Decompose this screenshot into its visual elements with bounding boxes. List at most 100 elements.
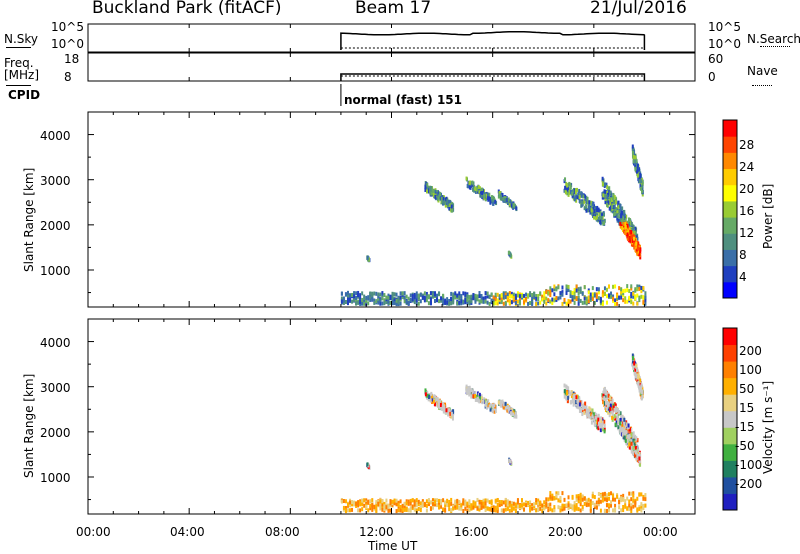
velocity-cell xyxy=(512,412,515,417)
power-cell xyxy=(340,296,343,301)
power-cell xyxy=(616,210,619,215)
velocity-cell xyxy=(474,504,477,509)
velocity-cell xyxy=(445,408,448,413)
velocity-cell xyxy=(604,405,607,410)
velocity-colorbar-label: Velocity [m s⁻¹] xyxy=(761,380,775,474)
velocity-cell xyxy=(429,398,432,403)
power-cell xyxy=(391,301,394,306)
velocity-cell xyxy=(472,503,475,508)
velocity-cb-tick: -200 xyxy=(735,477,763,491)
velocity-cell xyxy=(632,434,635,439)
power-cell xyxy=(620,219,623,224)
velocity-colorbar-segment xyxy=(723,394,737,412)
velocity-cell xyxy=(434,395,437,400)
velocity-cell xyxy=(359,508,362,513)
velocity-cell xyxy=(624,432,627,437)
power-cell xyxy=(535,294,538,299)
velocity-cell xyxy=(413,507,416,512)
velocity-cell xyxy=(611,410,614,415)
velocity-cell xyxy=(468,508,471,513)
power-cell xyxy=(591,292,594,297)
power-cb-tick: 24 xyxy=(739,160,755,174)
power-cell xyxy=(531,296,534,301)
velocity-cell xyxy=(630,439,633,444)
velocity-cell xyxy=(506,405,509,410)
power-cell xyxy=(583,198,586,203)
velocity-cell xyxy=(628,445,631,450)
velocity-cell xyxy=(351,500,354,505)
power-cell xyxy=(369,291,372,296)
power-cell xyxy=(423,295,426,300)
power-cell xyxy=(545,301,548,306)
velocity-cell xyxy=(365,504,368,509)
power-cell xyxy=(614,298,617,303)
power-cell xyxy=(616,214,619,219)
velocity-cell xyxy=(504,500,507,505)
velocity-cell xyxy=(603,491,606,496)
power-cell xyxy=(504,198,507,203)
velocity-cell xyxy=(593,504,596,509)
power-cell xyxy=(441,199,444,204)
power-cell xyxy=(579,286,582,291)
velocity-cell xyxy=(632,431,635,436)
power-cell xyxy=(605,190,608,195)
velocity-cell xyxy=(419,504,422,509)
velocity-cell xyxy=(621,418,624,423)
velocity-cell xyxy=(578,395,581,400)
power-cell xyxy=(527,301,530,306)
velocity-cell xyxy=(490,501,493,506)
velocity-cell xyxy=(451,416,454,421)
power-cell xyxy=(413,297,416,302)
velocity-cell xyxy=(460,506,463,511)
power-cell xyxy=(587,299,590,304)
velocity-cell xyxy=(601,495,604,500)
velocity-cell xyxy=(405,501,408,506)
power-cell xyxy=(644,301,647,306)
power-cell xyxy=(366,255,369,260)
power-cell xyxy=(448,206,451,211)
power-cell xyxy=(355,301,358,306)
velocity-cell xyxy=(611,412,614,417)
velocity-ytick: 2000 xyxy=(40,426,71,440)
power-cell xyxy=(429,301,432,306)
velocity-cell xyxy=(549,502,552,507)
velocity-cell xyxy=(485,404,488,409)
velocity-cell xyxy=(497,400,500,405)
velocity-cell xyxy=(631,359,634,364)
power-cell xyxy=(353,294,356,299)
velocity-cell xyxy=(433,402,436,407)
cpid-overline xyxy=(6,85,31,86)
power-cell xyxy=(584,194,587,199)
power-cell xyxy=(561,301,564,306)
velocity-cell xyxy=(498,499,501,504)
power-cell xyxy=(430,191,433,196)
power-cell xyxy=(429,291,432,296)
velocity-cell xyxy=(591,408,594,413)
velocity-cell xyxy=(462,501,465,506)
power-cell xyxy=(373,300,376,305)
velocity-cell xyxy=(494,408,497,413)
power-cell xyxy=(621,206,624,211)
power-cell xyxy=(567,284,570,289)
power-cell xyxy=(618,209,621,214)
power-cell xyxy=(440,296,443,301)
velocity-cell xyxy=(427,502,430,507)
power-cell xyxy=(565,288,568,293)
velocity-cell xyxy=(593,495,596,500)
power-colorbar-segment xyxy=(723,168,737,186)
power-cell xyxy=(572,194,575,199)
velocity-cell xyxy=(607,505,610,510)
power-cell xyxy=(373,298,376,303)
velocity-colorbar-segment xyxy=(723,476,737,494)
power-cell xyxy=(516,293,519,298)
velocity-cell xyxy=(498,502,501,507)
velocity-colorbar-segment xyxy=(723,460,737,478)
power-cell xyxy=(567,298,570,303)
velocity-cell xyxy=(346,502,349,507)
velocity-cell xyxy=(470,506,473,511)
velocity-cell xyxy=(537,498,540,503)
power-cell xyxy=(613,199,616,204)
nsearch-dotline xyxy=(760,46,790,47)
velocity-cell xyxy=(630,427,633,432)
velocity-cell xyxy=(504,507,507,512)
